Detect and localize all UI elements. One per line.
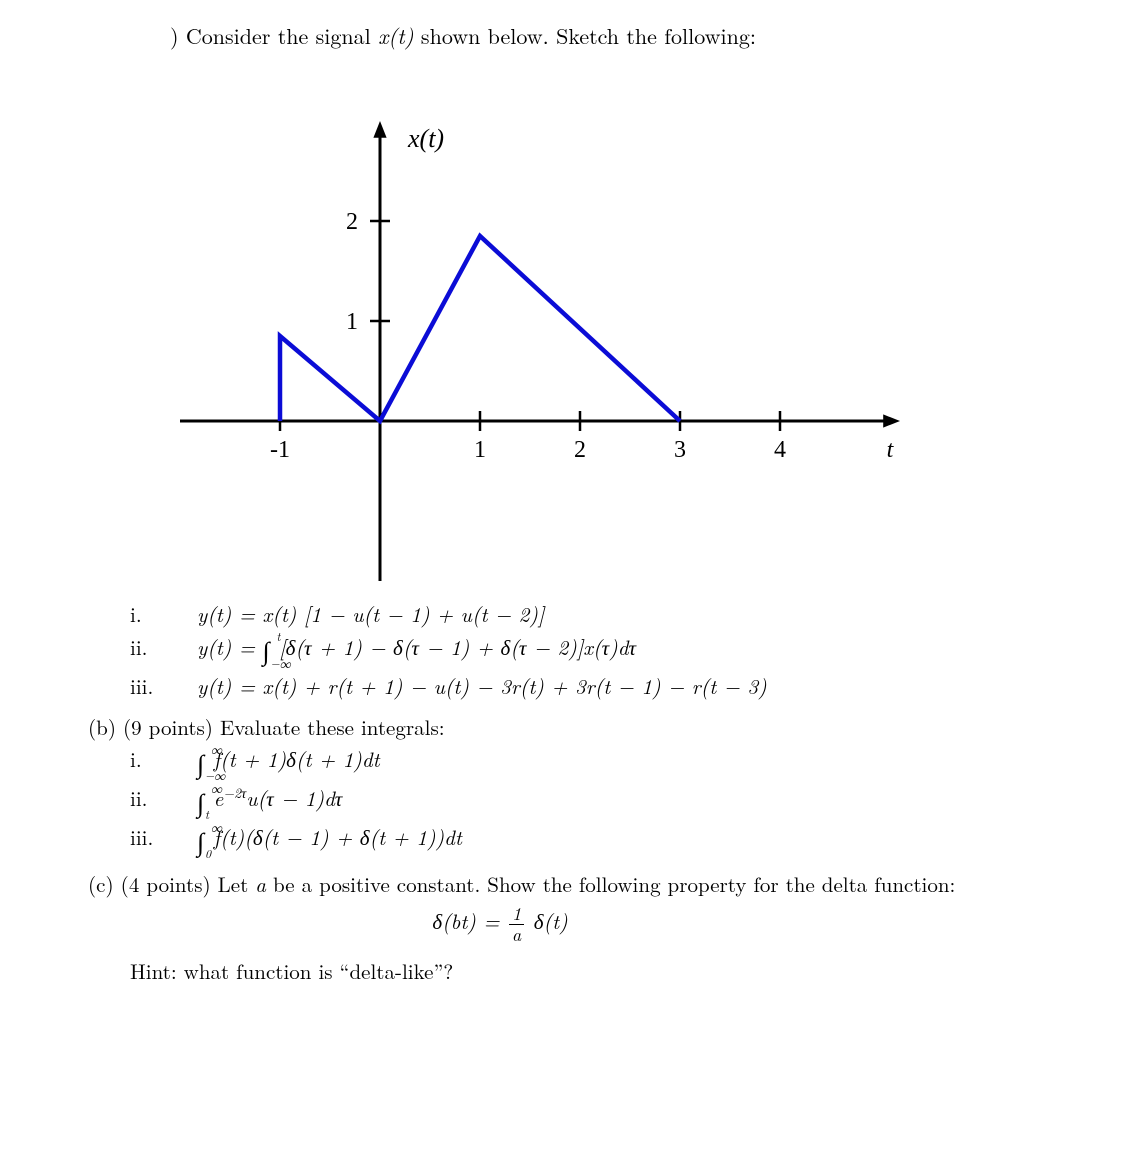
equation-text: ∫∞t e−2τu(τ − 1)dτ [197, 783, 342, 813]
intro-line: ) Consider the signal x(t) shown below. … [170, 20, 1133, 51]
part-b-label: (b) [88, 712, 116, 742]
part-c: (c) (4 points) Let a be a positive const… [88, 869, 1133, 899]
signal-chart: -1 1 2 3 4 1 2 x(t) t [90, 61, 910, 581]
part-b: (b) (9 points) Evaluate these integrals:… [88, 712, 1133, 859]
svg-text:2: 2 [346, 209, 358, 235]
svg-text:2: 2 [574, 437, 586, 463]
part-a-item-i: i. y(t) = x(t) [1 − u(t − 1) + u(t − 2)] [130, 599, 1133, 629]
part-b-points: (9 points) [123, 712, 213, 742]
equation-text: y(t) = x(t) [1 − u(t − 1) + u(t − 2)] [197, 599, 544, 629]
part-b-item-i: i. ∫∞−∞ f(t + 1)δ(t + 1)dt [130, 744, 1133, 781]
integral-icon: ∫t−∞ [263, 631, 270, 669]
svg-text:3: 3 [674, 437, 686, 463]
roman-label: ii. [130, 783, 190, 813]
intro-suffix: shown below. Sketch the following: [421, 20, 756, 51]
eq-left: δ(bt) = [432, 906, 507, 936]
svg-text:1: 1 [346, 309, 358, 335]
fraction-den: a [509, 925, 524, 944]
svg-text:t: t [887, 437, 895, 463]
part-a-list: i. y(t) = x(t) [1 − u(t − 1) + u(t − 2)]… [130, 599, 1133, 702]
part-c-var: a [255, 869, 266, 899]
part-c-label: (c) [88, 869, 114, 899]
roman-label: i. [130, 599, 190, 629]
roman-label: i. [130, 744, 190, 774]
chart-container: -1 1 2 3 4 1 2 x(t) t [0, 61, 1133, 581]
part-c-text-before: Let [218, 869, 256, 899]
svg-text:1: 1 [474, 437, 486, 463]
part-c-equation: δ(bt) = 1 a δ(t) [0, 905, 1000, 944]
part-b-item-ii: ii. ∫∞t e−2τu(τ − 1)dτ [130, 783, 1133, 820]
svg-text:-1: -1 [270, 437, 290, 463]
part-a-item-ii: ii. y(t) = ∫t−∞ [δ(τ + 1) − δ(τ − 1) + δ… [130, 631, 1133, 669]
eq-right: δ(t) [534, 906, 568, 936]
equation-text: ∫∞0 f(t)(δ(t − 1) + δ(t + 1))dt [197, 822, 462, 852]
roman-label: iii. [130, 671, 190, 701]
intro-prefix: ) Consider the signal [170, 20, 378, 51]
roman-label: iii. [130, 822, 190, 852]
part-b-text: Evaluate these integrals: [220, 712, 445, 742]
equation-text: y(t) = ∫t−∞ [δ(τ + 1) − δ(τ − 1) + δ(τ −… [197, 632, 636, 662]
fraction-icon: 1 a [509, 905, 524, 944]
part-a-item-iii: iii. y(t) = x(t) + r(t + 1) − u(t) − 3r(… [130, 671, 1133, 701]
roman-label: ii. [130, 632, 190, 662]
intro-signal: x(t) [378, 20, 414, 51]
part-c-points: (4 points) [121, 869, 211, 899]
integral-icon: ∫∞0 [197, 822, 204, 859]
integral-icon: ∫∞t [197, 783, 204, 820]
part-c-hint: Hint: what function is “delta-like”? [130, 956, 1133, 986]
part-c-text-mid: be a positive constant. Show the followi… [266, 869, 955, 899]
integral-icon: ∫∞−∞ [197, 744, 204, 781]
equation-text: y(t) = x(t) + r(t + 1) − u(t) − 3r(t) + … [197, 671, 767, 701]
svg-text:x(t): x(t) [407, 124, 444, 153]
part-b-item-iii: iii. ∫∞0 f(t)(δ(t − 1) + δ(t + 1))dt [130, 822, 1133, 859]
equation-text: ∫∞−∞ f(t + 1)δ(t + 1)dt [197, 744, 380, 774]
svg-text:4: 4 [774, 437, 786, 463]
